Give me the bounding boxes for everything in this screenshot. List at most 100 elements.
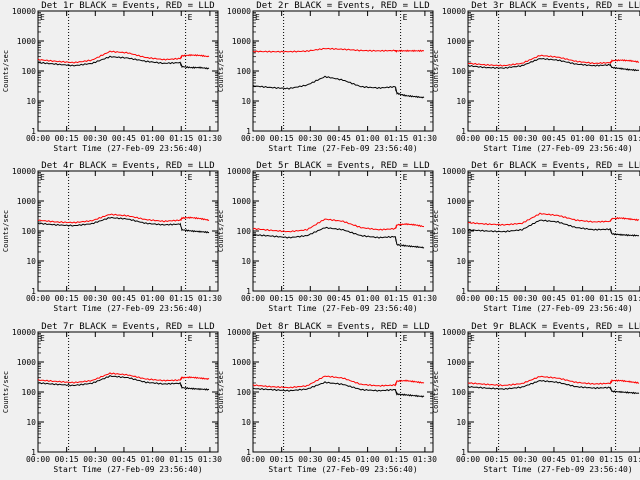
x-tick-label: 00:00: [456, 455, 480, 464]
y-tick-label: 1000: [17, 197, 36, 206]
panel-title: Det 2r BLACK = Events, RED = LLD: [256, 1, 429, 11]
y-tick-label: 10000: [227, 7, 251, 16]
event-marker-label: E: [403, 173, 408, 182]
y-tick-label: 1000: [447, 37, 466, 46]
y-tick-label: 100: [237, 67, 252, 76]
y-tick-label: 1000: [232, 197, 251, 206]
y-tick-label: 1000: [232, 358, 251, 367]
x-tick-label: 00:30: [83, 455, 107, 464]
panel-title: Det 9r BLACK = Events, RED = LLD: [471, 322, 640, 332]
x-tick-label: 00:15: [485, 455, 509, 464]
x-tick-label: 00:30: [513, 455, 537, 464]
x-tick-label: 01:00: [356, 134, 380, 143]
event-marker-label: E: [255, 13, 260, 22]
event-marker-label: E: [255, 173, 260, 182]
y-tick-label: 10: [26, 97, 36, 106]
series-line-lld: [252, 47, 424, 53]
x-tick-label: 00:30: [298, 455, 322, 464]
y-tick-label: 1000: [17, 358, 36, 367]
event-marker-label: E: [403, 334, 408, 343]
x-tick-label: 00:30: [298, 134, 322, 143]
y-tick-label: 1: [461, 448, 466, 457]
x-tick-label: 01:30: [413, 134, 437, 143]
x-tick-label: 00:45: [542, 455, 566, 464]
x-tick-label: 01:15: [384, 134, 408, 143]
series-line-lld: [37, 213, 210, 224]
x-tick-label: 00:45: [112, 134, 136, 143]
y-tick-label: 10000: [12, 167, 36, 176]
panel-5: Det 5r BLACK = Events, RED = LLD 1 10 100 10…: [217, 161, 437, 313]
y-tick-label: 10: [26, 418, 36, 427]
y-tick-label: 1: [246, 448, 251, 457]
y-tick-label: 100: [452, 67, 467, 76]
y-tick-label: 10: [456, 257, 466, 266]
panel-title: Det 8r BLACK = Events, RED = LLD: [256, 322, 429, 332]
x-tick-label: 00:30: [83, 294, 107, 303]
x-tick-label: 01:30: [628, 294, 640, 303]
x-tick-label: 01:15: [384, 455, 408, 464]
x-tick-label: 00:00: [241, 134, 265, 143]
y-axis-label: Counts/sec: [432, 50, 440, 92]
panel-2: Det 2r BLACK = Events, RED = LLD 1 10 100 10…: [217, 1, 437, 153]
panel-title: Det 1r BLACK = Events, RED = LLD: [41, 1, 214, 11]
x-tick-label: 01:30: [198, 134, 222, 143]
x-tick-label: 00:00: [26, 134, 50, 143]
series-line-events: [37, 216, 210, 234]
y-tick-label: 1: [461, 127, 466, 136]
y-axis-label: Counts/sec: [2, 50, 10, 92]
plot-frame: [467, 10, 640, 132]
panel-3: Det 3r BLACK = Events, RED = LLD 1 10 100 10…: [432, 1, 640, 153]
series-line-lld: [252, 218, 425, 233]
x-tick-label: 00:45: [112, 294, 136, 303]
event-marker-label: E: [40, 334, 45, 343]
y-tick-label: 10000: [442, 7, 466, 16]
x-axis-label: Start Time (27-Feb-09 23:56:40): [268, 304, 417, 313]
series-line-events: [467, 219, 640, 237]
x-tick-label: 01:30: [413, 455, 437, 464]
y-tick-label: 10000: [442, 167, 466, 176]
event-marker-label: E: [470, 173, 475, 182]
y-tick-label: 1: [246, 127, 251, 136]
y-tick-label: 10: [456, 97, 466, 106]
x-axis-label: Start Time (27-Feb-09 23:56:40): [483, 465, 632, 474]
x-axis-label: Start Time (27-Feb-09 23:56:40): [268, 144, 417, 153]
series-line-lld: [37, 372, 210, 384]
x-tick-label: 00:30: [513, 294, 537, 303]
x-tick-label: 00:15: [55, 455, 79, 464]
y-tick-label: 1000: [447, 358, 466, 367]
x-tick-label: 01:15: [169, 294, 193, 303]
y-tick-label: 10000: [12, 7, 36, 16]
x-tick-label: 01:00: [571, 134, 595, 143]
y-tick-label: 100: [237, 388, 252, 397]
series-line-events: [467, 379, 640, 395]
panel-title: Det 6r BLACK = Events, RED = LLD: [471, 161, 640, 171]
y-axis-label: Counts/sec: [217, 50, 225, 92]
y-tick-label: 1: [461, 287, 466, 296]
series-line-events: [252, 226, 425, 249]
y-tick-label: 1000: [232, 37, 251, 46]
series-line-lld: [468, 212, 640, 226]
y-tick-label: 10000: [227, 328, 251, 337]
x-tick-label: 00:00: [456, 294, 480, 303]
event-marker-label: E: [40, 173, 45, 182]
x-tick-label: 01:15: [384, 294, 408, 303]
panel-6: Det 6r BLACK = Events, RED = LLD 1 10 100 10…: [432, 161, 640, 313]
y-axis-label: Counts/sec: [2, 371, 10, 413]
x-axis-label: Start Time (27-Feb-09 23:56:40): [268, 465, 417, 474]
panel-7: Det 7r BLACK = Events, RED = LLD 1 10 100 10…: [2, 322, 222, 474]
x-tick-label: 00:00: [241, 455, 265, 464]
plot-frame: [37, 10, 219, 132]
x-tick-label: 00:15: [55, 294, 79, 303]
x-tick-label: 00:00: [456, 134, 480, 143]
y-tick-label: 10: [26, 257, 36, 266]
panel-title: Det 4r BLACK = Events, RED = LLD: [41, 161, 214, 171]
x-tick-label: 00:45: [327, 134, 351, 143]
series-line-events: [37, 374, 210, 391]
x-tick-label: 00:15: [485, 134, 509, 143]
panel-1: Det 1r BLACK = Events, RED = LLD 1 10 100 10…: [2, 1, 222, 153]
x-tick-label: 00:15: [270, 455, 294, 464]
x-tick-label: 00:45: [327, 294, 351, 303]
event-marker-label: E: [618, 13, 623, 22]
y-axis-label: Counts/sec: [432, 210, 440, 252]
